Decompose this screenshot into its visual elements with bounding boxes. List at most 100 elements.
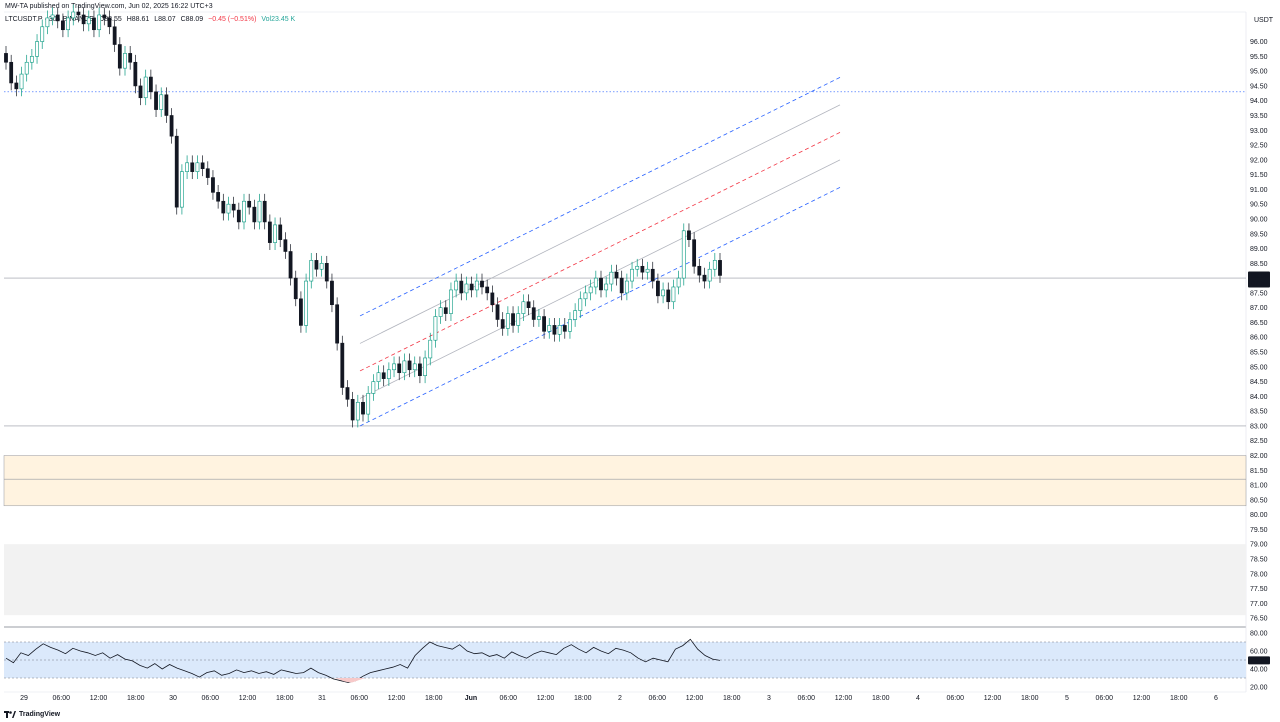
candle-down: [267, 221, 272, 243]
candle-down: [76, 11, 81, 16]
candle-up: [578, 298, 583, 311]
price-tick-label: 86.50: [1250, 320, 1268, 327]
candle-down: [619, 277, 624, 294]
candle-up: [40, 26, 45, 42]
candle-down: [692, 239, 697, 267]
candle-down: [55, 14, 60, 22]
candle-down: [562, 325, 567, 332]
candle-down: [117, 44, 122, 69]
candle-up: [645, 268, 650, 273]
candle-down: [61, 20, 65, 31]
candle-down: [526, 301, 531, 308]
candle-down: [485, 286, 490, 294]
time-tick-label: 2: [618, 695, 622, 702]
candle-up: [593, 277, 598, 288]
candle-down: [299, 298, 303, 326]
price-tick-label: 78.50: [1250, 556, 1268, 563]
candle-down: [278, 224, 283, 240]
candle-down: [480, 280, 484, 288]
time-tick-label: 18:00: [1021, 695, 1039, 702]
price-tick-label: 87.50: [1250, 290, 1268, 297]
time-tick-label: 06:00: [648, 695, 666, 702]
price-tick-label: 93.50: [1250, 113, 1268, 120]
rsi-value-label: 49.58: [1251, 658, 1269, 665]
candle-up: [386, 369, 391, 379]
time-tick-label: 18:00: [723, 695, 741, 702]
candle-up: [557, 325, 562, 335]
candle-up: [438, 307, 443, 317]
candle-up: [464, 283, 469, 294]
price-tick-label: 94.50: [1250, 83, 1268, 90]
time-tick-label: 06:00: [350, 695, 368, 702]
candle-up: [449, 289, 453, 314]
candle-up: [50, 14, 55, 19]
candle-down: [200, 162, 205, 170]
time-tick-label: 12:00: [1133, 695, 1151, 702]
candle-down: [697, 265, 702, 276]
candle-down: [4, 53, 8, 63]
candle-up: [392, 363, 396, 371]
candle-down: [650, 268, 655, 282]
candle-down: [190, 162, 195, 172]
price-tick-label: 82.00: [1250, 453, 1268, 460]
time-tick-label: 12:00: [90, 695, 108, 702]
volume-value: Vol23.45 K: [261, 16, 296, 23]
candle-up: [609, 271, 614, 285]
time-tick-label: 12:00: [835, 695, 853, 702]
candle-up: [371, 381, 376, 394]
candle-down: [361, 401, 365, 415]
candle-up: [319, 263, 324, 270]
time-tick-label: 6: [1214, 695, 1218, 702]
candle-up: [583, 292, 588, 300]
price-tick-label: 91.50: [1250, 172, 1268, 179]
candle-down: [640, 265, 645, 273]
price-tick-label: 82.50: [1250, 438, 1268, 445]
price-tick-label: 96.00: [1250, 39, 1268, 46]
price-tick-label: 79.50: [1250, 527, 1268, 534]
candle-up: [568, 319, 572, 332]
candle-down: [107, 17, 112, 28]
candle-down: [656, 280, 660, 297]
candle-down: [128, 53, 133, 63]
candle-up: [412, 363, 417, 371]
time-tick-label: 18:00: [574, 695, 592, 702]
candle-up: [45, 17, 50, 28]
channel-upper: [359, 77, 841, 317]
price-tick-label: 88.50: [1250, 261, 1268, 268]
rsi-tick-label: 40.00: [1250, 667, 1268, 674]
candle-down: [138, 85, 143, 99]
candle-down: [324, 263, 329, 282]
candle-up: [97, 14, 102, 31]
symbol-name[interactable]: LTCUSDT.P · 30 · BINANCE: [5, 16, 94, 23]
candle-up: [29, 56, 34, 63]
candle-down: [531, 307, 536, 320]
candle-up: [159, 94, 164, 110]
candle-down: [335, 304, 340, 344]
time-tick-label: 18:00: [425, 695, 443, 702]
time-tick-label: 3: [767, 695, 771, 702]
price-tick-label: 81.00: [1250, 483, 1268, 490]
currency-label: USDT: [1254, 17, 1274, 24]
candle-up: [35, 41, 39, 57]
time-tick-label: 06:00: [797, 695, 815, 702]
candle-up: [376, 372, 381, 382]
candle-down: [293, 277, 298, 300]
candle-down: [164, 94, 169, 116]
candle-up: [537, 316, 541, 320]
ohlc-high: H88.61: [126, 16, 150, 23]
candle-down: [500, 319, 505, 329]
candle-up: [24, 61, 29, 75]
price-tick-label: 85.00: [1250, 364, 1268, 371]
price-tick-label: 85.50: [1250, 350, 1268, 357]
candle-up: [454, 280, 459, 291]
candle-down: [490, 292, 495, 306]
candle-up: [547, 325, 552, 332]
tradingview-logo[interactable]: TradingView: [4, 711, 60, 718]
candle-down: [148, 76, 153, 93]
candle-down: [407, 360, 412, 371]
time-tick-label: 12:00: [686, 695, 704, 702]
candle-down: [14, 82, 19, 90]
price-tick-label: 80.50: [1250, 497, 1268, 504]
last-price-label: 88.09: [1251, 273, 1269, 280]
